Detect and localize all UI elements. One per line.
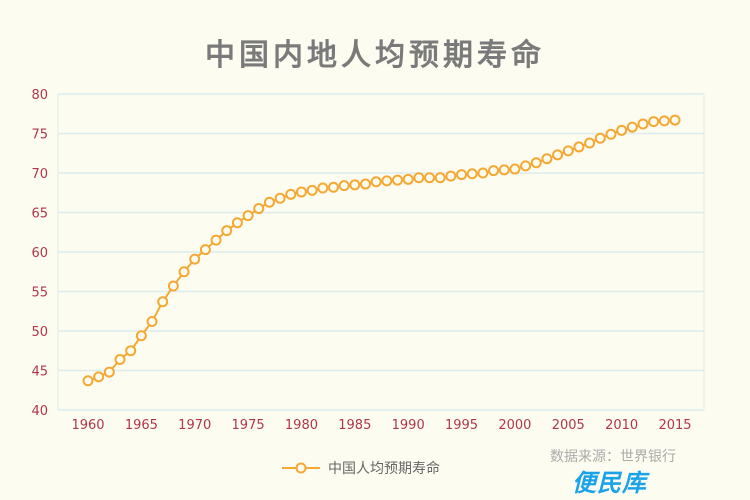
data-point [605, 128, 617, 140]
legend-label: 中国人均预期寿命 [328, 461, 440, 477]
data-point [424, 172, 436, 184]
data-point [210, 234, 222, 246]
data-point [327, 181, 339, 193]
data-point [167, 280, 179, 292]
y-tick-label: 50 [31, 325, 48, 340]
data-point [349, 179, 361, 191]
data-point [263, 196, 275, 208]
data-point [594, 132, 606, 144]
data-point [285, 188, 297, 200]
data-point [231, 217, 243, 229]
data-point [637, 118, 649, 130]
data-point [359, 178, 371, 190]
data-point [146, 316, 158, 328]
data-point [306, 184, 318, 196]
x-tick-label: 1960 [71, 418, 104, 433]
data-point [562, 145, 574, 157]
y-tick-label: 80 [31, 88, 48, 103]
data-point [520, 160, 532, 172]
data-point [413, 172, 425, 184]
y-tick-label: 70 [31, 167, 48, 182]
x-tick-label: 2000 [498, 418, 531, 433]
data-point [199, 244, 211, 256]
data-point [530, 157, 542, 169]
data-point [178, 266, 190, 278]
data-point [114, 353, 126, 365]
data-point [626, 121, 638, 133]
data-point [317, 182, 329, 194]
legend-marker-icon [282, 462, 320, 474]
data-point [616, 124, 628, 136]
data-point [648, 116, 660, 128]
data-point [295, 186, 307, 198]
y-tick-label: 60 [31, 246, 48, 261]
x-tick-label: 2010 [605, 418, 638, 433]
chart-title: 中国内地人均预期寿命 [205, 38, 545, 73]
data-point [445, 170, 457, 182]
data-point [189, 253, 201, 265]
data-point [488, 165, 500, 177]
y-tick-label: 45 [31, 365, 48, 380]
data-point [498, 164, 510, 176]
y-tick-label: 75 [31, 128, 48, 143]
y-tick-label: 40 [31, 404, 48, 419]
data-point [338, 180, 350, 192]
data-point [82, 375, 94, 387]
x-tick-label: 1975 [232, 418, 265, 433]
x-tick-label: 1990 [392, 418, 425, 433]
x-tick-label: 2005 [552, 418, 585, 433]
data-point [274, 192, 286, 204]
data-point [466, 168, 478, 180]
data-point [456, 169, 468, 181]
x-tick-label: 1970 [178, 418, 211, 433]
x-tick-label: 1980 [285, 418, 318, 433]
data-point [103, 366, 115, 378]
data-point [221, 225, 233, 237]
x-tick-label: 1995 [445, 418, 478, 433]
data-point [509, 163, 521, 175]
watermark: 便民库 [572, 469, 647, 497]
x-tick-label: 1985 [338, 418, 371, 433]
data-point [552, 149, 564, 161]
x-tick-label: 2015 [658, 418, 691, 433]
y-tick-label: 55 [31, 286, 48, 301]
data-point [125, 345, 137, 357]
series-line [87, 119, 676, 382]
y-tick-label: 65 [31, 207, 48, 222]
legend[interactable]: 中国人均预期寿命 [282, 458, 440, 478]
data-point [381, 175, 393, 187]
data-point [584, 137, 596, 149]
data-point [93, 371, 105, 383]
data-point [434, 172, 446, 184]
data-point [669, 114, 681, 126]
data-point [658, 115, 670, 127]
data-point [477, 167, 489, 179]
data-point [573, 141, 585, 153]
data-point [157, 296, 169, 308]
data-point [135, 330, 147, 342]
data-point [253, 203, 265, 215]
source-note: 数据来源：世界银行 [550, 449, 676, 465]
data-point [242, 210, 254, 222]
data-point [541, 153, 553, 165]
data-point [370, 176, 382, 188]
data-point [392, 174, 404, 186]
x-tick-label: 1965 [125, 418, 158, 433]
data-point [402, 173, 414, 185]
